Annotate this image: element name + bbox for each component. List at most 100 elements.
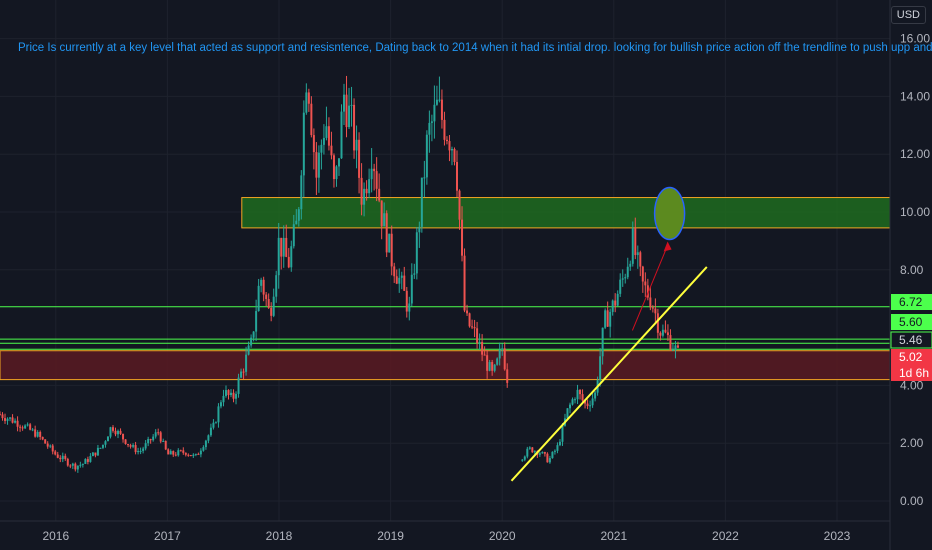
candle-body bbox=[86, 459, 89, 462]
candle-body bbox=[601, 327, 604, 357]
candle-body bbox=[41, 436, 44, 440]
candle-body bbox=[49, 445, 52, 447]
candle-body bbox=[405, 290, 408, 312]
candle-body bbox=[674, 345, 677, 350]
candle-body bbox=[543, 452, 546, 454]
candle-body bbox=[219, 402, 222, 407]
candle-body bbox=[430, 121, 433, 123]
candle-body bbox=[315, 152, 318, 178]
trendline[interactable] bbox=[510, 266, 708, 482]
candle-body bbox=[358, 139, 361, 178]
candle-body bbox=[199, 450, 202, 455]
candle-body bbox=[127, 444, 130, 446]
candle-body bbox=[232, 392, 235, 399]
candle-body bbox=[179, 450, 182, 452]
candle-body bbox=[189, 455, 192, 457]
candle-body bbox=[380, 200, 383, 227]
candle-body bbox=[202, 447, 205, 451]
y-tick-label: 12.00 bbox=[900, 147, 930, 161]
candle-body bbox=[282, 237, 285, 257]
candle-body bbox=[162, 440, 165, 442]
target-ellipse[interactable] bbox=[653, 186, 686, 241]
candle-body bbox=[661, 329, 664, 336]
candle-body bbox=[548, 458, 551, 463]
candle-body bbox=[428, 122, 431, 135]
candle-body bbox=[473, 327, 476, 329]
candle-body bbox=[443, 119, 446, 140]
candle-body bbox=[4, 418, 7, 421]
candle-body bbox=[307, 92, 310, 104]
support-zone[interactable] bbox=[0, 350, 891, 381]
candle-body bbox=[528, 447, 531, 449]
price-badge bbox=[890, 331, 932, 349]
candle-body bbox=[89, 456, 92, 462]
candle-body bbox=[423, 177, 426, 179]
candle-body bbox=[142, 448, 145, 451]
drawing-overlays[interactable] bbox=[510, 186, 708, 482]
candle-body bbox=[395, 276, 398, 284]
candle-body bbox=[157, 432, 160, 434]
candle-body bbox=[456, 161, 459, 191]
zones[interactable] bbox=[0, 197, 891, 381]
candle-body bbox=[589, 405, 592, 407]
candle-body bbox=[91, 452, 94, 457]
annotation-text[interactable]: Price Is currently at a key level that a… bbox=[18, 42, 932, 54]
candle-body bbox=[109, 427, 112, 437]
candle-body bbox=[69, 465, 72, 467]
candle-body bbox=[81, 463, 84, 465]
candle-body bbox=[292, 224, 295, 247]
candle-body bbox=[29, 424, 32, 430]
candle-body bbox=[285, 237, 288, 257]
candle-body bbox=[440, 99, 443, 120]
candle-body bbox=[368, 179, 371, 194]
candle-body bbox=[669, 335, 672, 350]
candle-body bbox=[383, 213, 386, 227]
candle-body bbox=[287, 256, 290, 268]
candle-body bbox=[483, 354, 486, 356]
candle-body bbox=[631, 228, 634, 264]
candle-body bbox=[335, 166, 338, 180]
price-badge-label: 5.60 bbox=[899, 315, 923, 329]
candle-body bbox=[599, 356, 602, 381]
candle-body bbox=[272, 296, 275, 316]
candle-body bbox=[250, 337, 253, 346]
candle-body bbox=[71, 463, 74, 466]
candle-body bbox=[664, 329, 667, 333]
candle-body bbox=[260, 279, 263, 286]
candle-body bbox=[579, 389, 582, 395]
candle-body bbox=[46, 443, 49, 447]
candlestick-series bbox=[0, 75, 679, 473]
candle-body bbox=[651, 307, 654, 309]
candle-body bbox=[187, 454, 190, 456]
candle-body bbox=[99, 447, 102, 449]
candle-body bbox=[538, 453, 541, 455]
currency-button[interactable]: USD bbox=[890, 6, 926, 24]
candle-body bbox=[425, 134, 428, 178]
resistance-zone[interactable] bbox=[241, 197, 891, 229]
candle-body bbox=[400, 275, 403, 278]
candle-body bbox=[209, 427, 212, 436]
candle-body bbox=[217, 406, 220, 423]
price-badge bbox=[891, 349, 932, 365]
y-tick-label: 0.00 bbox=[900, 494, 924, 508]
arrow-head[interactable] bbox=[663, 241, 672, 252]
candle-body bbox=[353, 104, 356, 151]
price-axis[interactable]: 16.00 14.00 12.00 10.00 8.00 4.00 2.00 0.00 bbox=[900, 32, 930, 508]
candle-body bbox=[26, 424, 29, 426]
horizontal-levels[interactable] bbox=[0, 306, 890, 350]
arrow-line[interactable] bbox=[631, 245, 669, 331]
candle-body bbox=[114, 430, 117, 435]
candle-body bbox=[476, 328, 479, 344]
candle-body bbox=[501, 348, 504, 350]
candle-body bbox=[332, 155, 335, 180]
candle-body bbox=[488, 362, 491, 371]
candle-body bbox=[169, 451, 172, 455]
candle-body bbox=[350, 104, 353, 106]
candle-body bbox=[503, 348, 506, 370]
candle-body bbox=[240, 371, 243, 378]
candle-body bbox=[343, 94, 346, 112]
time-axis[interactable]: 2016 2017 2018 2019 2020 2021 2022 2023 bbox=[42, 529, 850, 543]
candle-body bbox=[9, 417, 12, 419]
candle-body bbox=[106, 436, 109, 442]
